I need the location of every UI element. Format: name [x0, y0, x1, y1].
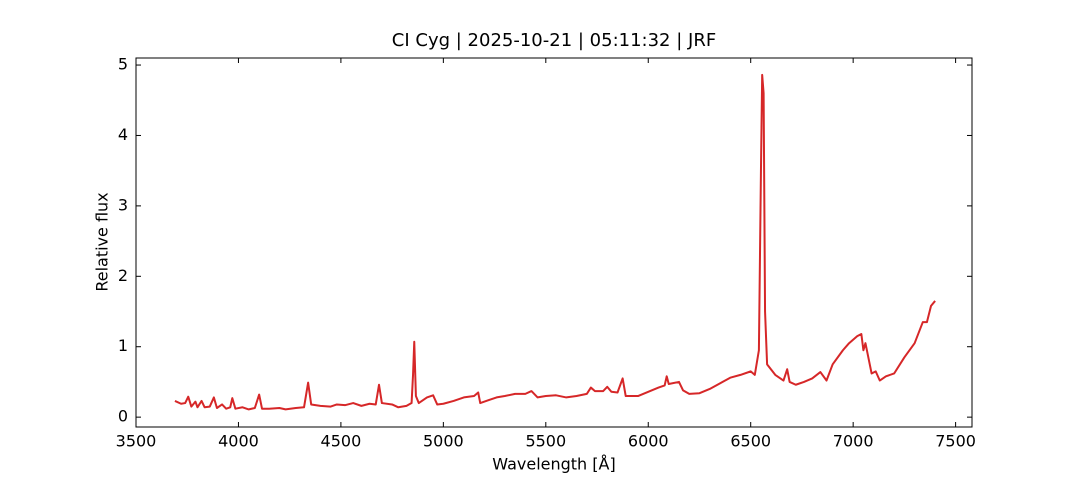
y-tick-label: 5 [118, 55, 128, 74]
x-tick-label: 6000 [628, 432, 669, 451]
x-tick-label: 5500 [525, 432, 566, 451]
y-tick-label: 1 [118, 336, 128, 355]
x-axis-label: Wavelength [Å] [492, 455, 615, 474]
y-tick-label: 0 [118, 407, 128, 426]
y-tick-label: 3 [118, 195, 128, 214]
x-tick-label: 4500 [321, 432, 362, 451]
plot-frame [135, 57, 973, 428]
x-tick-label: 3500 [116, 432, 157, 451]
y-tick-label: 4 [118, 125, 128, 144]
x-tick-label: 6500 [730, 432, 771, 451]
chart-title: CI Cyg | 2025-10-21 | 05:11:32 | JRF [392, 30, 716, 51]
y-tick-label: 2 [118, 266, 128, 285]
x-tick-label: 4000 [218, 432, 259, 451]
x-tick-label: 5000 [423, 432, 464, 451]
spectrum-line [174, 73, 936, 411]
x-tick-label: 7500 [935, 432, 976, 451]
y-axis-label: Relative flux [93, 192, 112, 291]
x-tick-label: 7000 [833, 432, 874, 451]
